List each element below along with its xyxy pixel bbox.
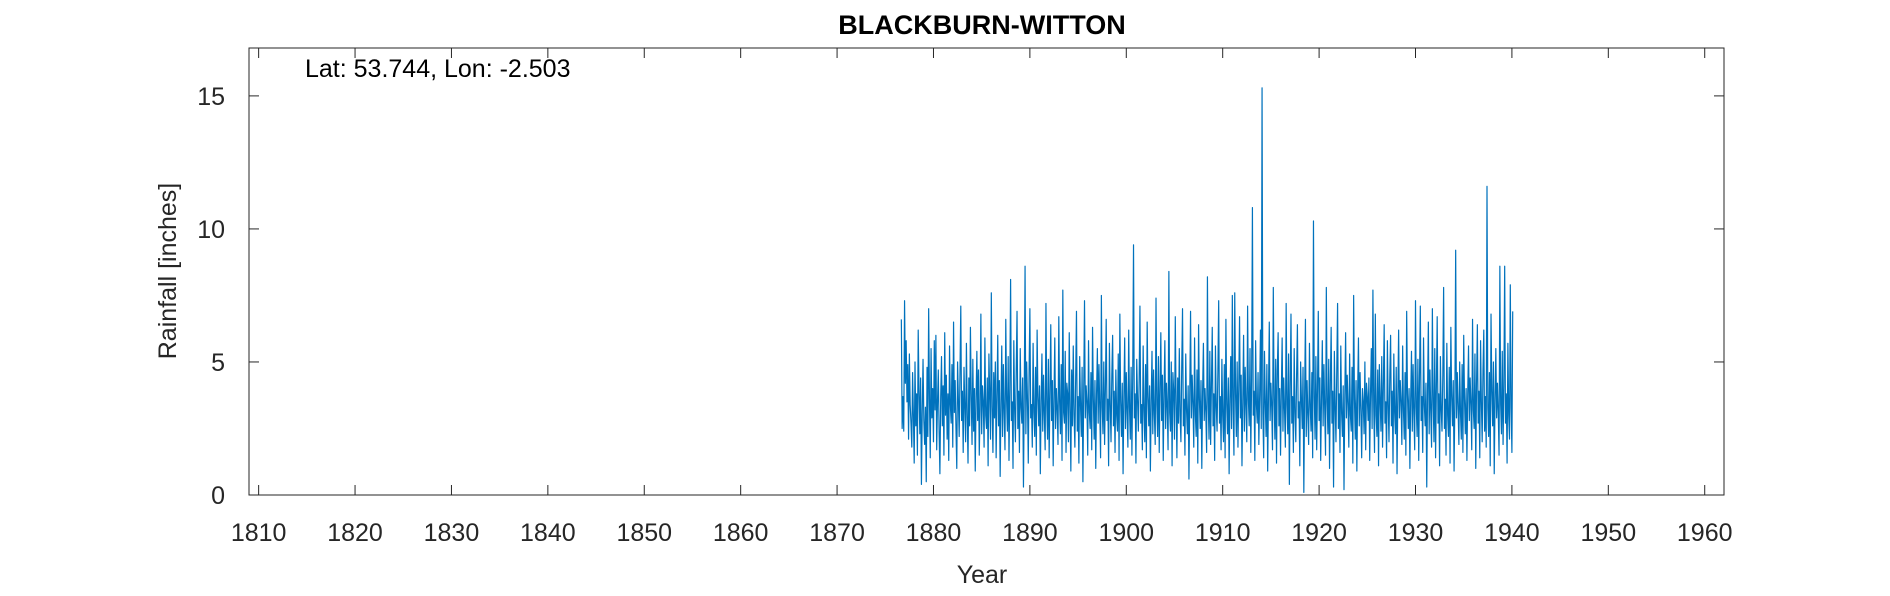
location-annotation: Lat: 53.744, Lon: -2.503 [305, 55, 571, 83]
x-tick-label-4: 1850 [616, 519, 672, 547]
x-tick-label-11: 1920 [1291, 519, 1347, 547]
x-tick-label-9: 1900 [1098, 519, 1154, 547]
x-tick-labels: 1810 1820 1830 1840 1850 1860 1870 1880 1890 1900… [231, 519, 1733, 547]
y-tick-label-0: 0 [211, 482, 225, 510]
y-tick-label-3: 15 [197, 83, 225, 111]
x-ticks [258, 48, 1706, 495]
x-tick-label-15: 1960 [1677, 519, 1733, 547]
x-tick-label-1: 1820 [327, 519, 383, 547]
series-line-rainfall [900, 87, 1514, 493]
x-tick-label-13: 1940 [1484, 519, 1540, 547]
x-axis-title: Year [957, 561, 1008, 589]
y-tick-label-2: 10 [197, 216, 225, 244]
y-tick-label-1: 5 [211, 349, 225, 377]
x-tick-label-0: 1810 [231, 519, 287, 547]
chart-title: BLACKBURN-WITTON [838, 10, 1125, 40]
x-tick-label-10: 1910 [1195, 519, 1251, 547]
y-tick-labels: 0 5 10 15 [197, 83, 225, 510]
x-tick-label-2: 1830 [424, 519, 480, 547]
y-axis-title: Rainfall [inches] [154, 183, 182, 359]
x-tick-label-8: 1890 [1002, 519, 1058, 547]
x-tick-label-3: 1840 [520, 519, 576, 547]
x-tick-label-7: 1880 [906, 519, 962, 547]
x-tick-label-14: 1950 [1581, 519, 1637, 547]
x-tick-label-12: 1930 [1388, 519, 1444, 547]
x-tick-label-6: 1870 [809, 519, 865, 547]
plot-box [248, 47, 1725, 496]
x-tick-label-5: 1860 [713, 519, 769, 547]
